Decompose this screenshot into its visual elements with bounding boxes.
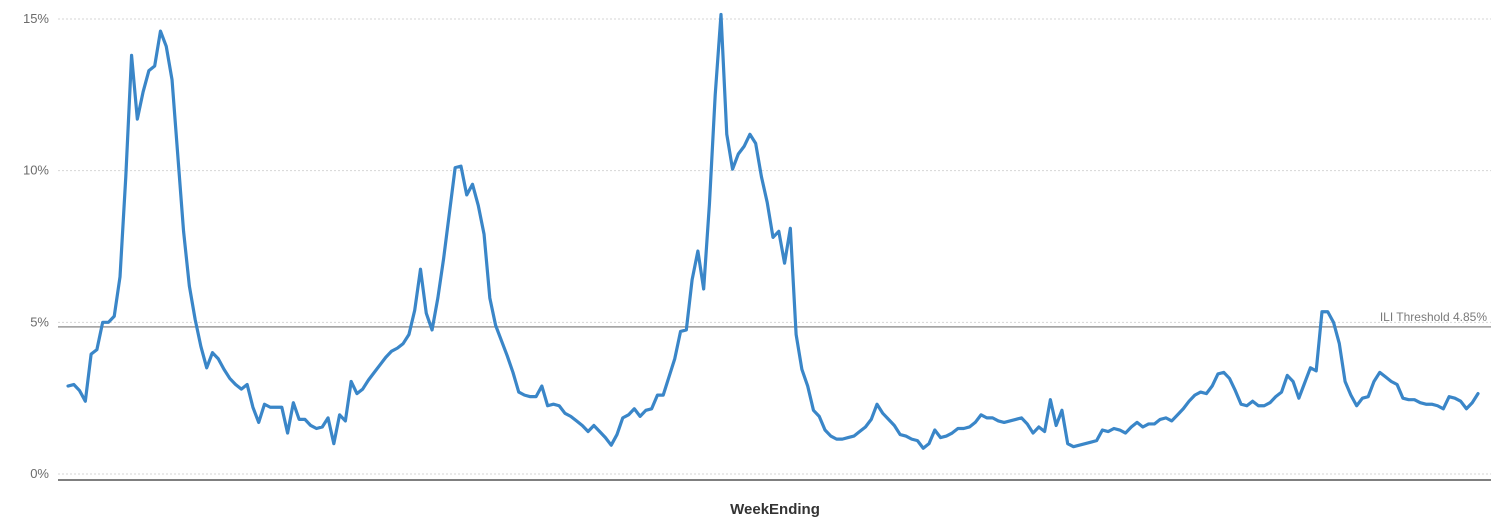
- x-axis-title: WeekEnding: [730, 501, 820, 518]
- y-tick-label: 15%: [23, 11, 49, 26]
- y-tick-label: 5%: [30, 314, 49, 329]
- y-axis-ticks: 0% 5% 10% 15%: [23, 11, 49, 481]
- threshold: ILI Threshold 4.85%: [58, 310, 1491, 328]
- grid-lines: [58, 18, 1491, 475]
- series-line: [66, 12, 1480, 450]
- series-layer: [66, 12, 1480, 450]
- threshold-label: ILI Threshold 4.85%: [1380, 310, 1488, 324]
- y-tick-label: 0%: [30, 466, 49, 481]
- y-tick-label: 10%: [23, 163, 49, 178]
